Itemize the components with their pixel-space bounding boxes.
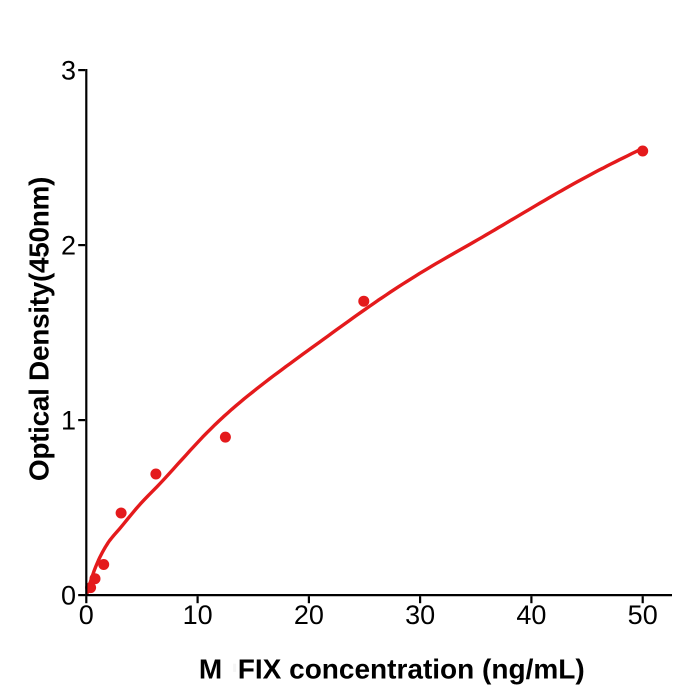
svg-text:3: 3 [61, 56, 76, 86]
svg-text:M FIX concentration (ng/mL): M FIX concentration (ng/mL) [199, 654, 585, 685]
svg-text:50: 50 [628, 600, 658, 630]
svg-text:30: 30 [405, 600, 435, 630]
svg-text:2: 2 [61, 231, 76, 261]
svg-text:0: 0 [79, 600, 94, 630]
svg-text:1: 1 [61, 406, 76, 436]
svg-text:Optical Density(450nm): Optical Density(450nm) [24, 177, 55, 481]
svg-text:0: 0 [61, 581, 76, 611]
svg-text:10: 10 [183, 600, 213, 630]
svg-text:40: 40 [516, 600, 546, 630]
svg-text:20: 20 [294, 600, 324, 630]
